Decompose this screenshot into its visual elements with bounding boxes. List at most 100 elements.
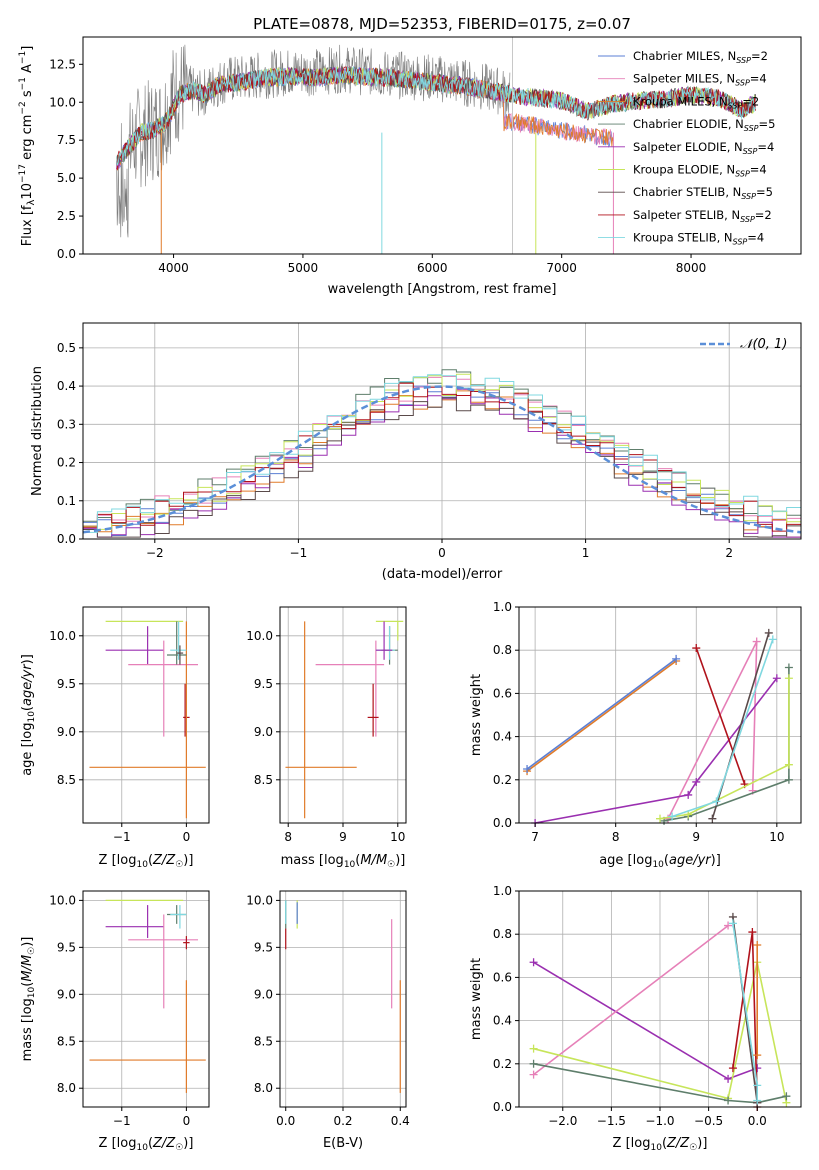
mass-vs-ebv-xtick-label: 0.4 <box>391 1114 410 1128</box>
spectrum-ytick-label: 2.5 <box>57 209 76 223</box>
age-vs-z-ytick-label: 9.0 <box>57 725 76 739</box>
age-vs-z-panel: −1 0 8.5 9.0 9.5 10.0 Z [log10(Z/Z☉)] age [lo… <box>20 606 210 870</box>
legend-label-salpeter_stelib: Salpeter STELIB, NSSP=2 <box>633 208 772 224</box>
mw-marker-kroupa_stelib <box>768 635 777 644</box>
mw-marker-salpeter_elodie <box>684 790 693 799</box>
histogram-xlabel: (data-model)/error <box>382 567 503 582</box>
legend-label-salpeter_miles: Salpeter MILES, NSSP=4 <box>633 72 767 88</box>
massweight-vs-z-ytick-label: 0.4 <box>493 1014 512 1028</box>
residual-histogram-xtick-label: −2 <box>146 546 164 560</box>
mw-marker-kroupa_elodie <box>529 1044 538 1053</box>
mw-line-kroupa_miles <box>526 660 677 772</box>
massweight-vs-z-ytick-label: 0.2 <box>493 1057 512 1071</box>
massweight-vs-age-panel: 7 8 9 10 0.0 0.2 0.4 0.6 0.8 1.0 age [log10(age/y… <box>469 600 802 870</box>
mw-marker-kroupa_elodie <box>784 674 793 683</box>
massweight-vs-age-xlabel: age [log10(age/yr)] <box>599 853 721 870</box>
mw-marker-salpeter_miles <box>724 921 733 930</box>
mw-marker-salpeter_stelib <box>692 644 701 653</box>
mass-vs-ebv-xtick-label: 0.2 <box>333 1114 352 1128</box>
massweight-vs-z-xlabel: Z [log10(Z/Z☉)] <box>613 1136 708 1153</box>
mass-vs-z-panel: −1 0 8.0 8.5 9.0 9.5 10.0 Z [log10(Z/Z☉)] mass… <box>20 890 210 1153</box>
spectrum-axes-frame <box>82 36 802 255</box>
spectrum-xtick-label: 5000 <box>288 261 319 275</box>
histogram-legend: 𝒩(0, 1) <box>700 337 787 352</box>
residual-histogram-ytick-label: 0.2 <box>57 456 76 470</box>
massweight-vs-age-xtick-label: 7 <box>531 830 539 844</box>
mw-marker-kroupa_miles <box>753 941 762 949</box>
mw-marker-chabrier_elodie <box>784 663 793 672</box>
mw-marker-kroupa_stelib <box>753 1096 762 1105</box>
massweight-vs-age-xtick-label: 8 <box>612 830 620 844</box>
model-line-salpeter_stelib <box>116 66 756 171</box>
mw-line-kroupa_elodie <box>533 962 788 1103</box>
age-vs-mass-ytick-label: 10.0 <box>246 629 273 643</box>
massweight-vs-z-xtick-label: −1.0 <box>645 1114 674 1128</box>
mw-marker-kroupa_miles <box>753 1051 762 1060</box>
figure-title: PLATE=0878, MJD=52353, FIBERID=0175, z=0… <box>253 15 631 33</box>
mw-marker-kroupa_elodie <box>784 760 793 769</box>
gauss-curve <box>82 385 802 534</box>
mw-line-salpeter_miles <box>667 641 758 820</box>
age-vs-mass-ytick-label: 9.5 <box>254 677 273 691</box>
mass-vs-ebv-ytick-label: 10.0 <box>246 893 273 907</box>
spectrum-xtick-label: 7000 <box>546 261 577 275</box>
age-vs-mass-xtick-label: 10 <box>390 830 405 844</box>
mass-vs-z-ytick-label: 8.5 <box>57 1034 76 1048</box>
mw-marker-kroupa_stelib <box>668 812 677 821</box>
age-vs-z-axes-frame <box>82 606 210 824</box>
age-vs-mass-xtick-label: 9 <box>339 830 347 844</box>
legend-label-chabrier_stelib: Chabrier STELIB, NSSP=5 <box>633 185 773 201</box>
legend-label-kroupa_miles: Kroupa MILES, NSSP=2 <box>633 94 759 110</box>
age-vs-z-xtick-label: −1 <box>113 830 131 844</box>
age-vs-z-ytick-label: 8.5 <box>57 773 76 787</box>
mass-vs-z-ylabel: mass [log10(M/M☉)] <box>20 937 37 1062</box>
mw-marker-chabrier_miles <box>523 765 532 773</box>
legend-label-kroupa_stelib: Kroupa STELIB, NSSP=4 <box>633 231 764 247</box>
hist-step-kroupa_elodie <box>83 373 801 530</box>
age-vs-z-ylabel: age [log10(age/yr)] <box>20 654 37 776</box>
mw-line-chabrier_miles <box>526 658 677 770</box>
mw-marker-kroupa_stelib <box>712 797 721 806</box>
mw-marker-chabrier_elodie <box>529 1059 538 1068</box>
legend-label-kroupa_elodie: Kroupa ELODIE, NSSP=4 <box>633 163 767 179</box>
age-vs-mass-panel: 8 9 10 8.5 9.0 9.5 10.0 mass [log10(M/M☉)] <box>246 606 407 870</box>
mass-vs-z-ytick-label: 10.0 <box>49 893 76 907</box>
mw-marker-chabrier_stelib <box>708 814 717 823</box>
mw-line-salpeter_miles <box>533 924 729 1076</box>
model-line-kroupa_stelib <box>116 65 756 166</box>
mass-vs-ebv-ytick-label: 9.5 <box>254 940 273 954</box>
mw-line-salpeter_stelib <box>695 647 746 785</box>
massweight-vs-z-ytick-label: 0.0 <box>493 1100 512 1114</box>
residual-histogram-ytick-label: 0.5 <box>57 341 76 355</box>
mw-marker-kroupa_elodie <box>656 814 664 823</box>
histogram-ylabel: Normed distribution <box>30 366 45 496</box>
spectrum-xtick-label: 4000 <box>158 261 189 275</box>
mw-marker-salpeter_elodie <box>724 1074 733 1083</box>
spectrum-ytick-label: 5.0 <box>57 171 76 185</box>
massweight-vs-age-ytick-label: 0.8 <box>493 643 512 657</box>
residual-histogram-ytick-label: 0.4 <box>57 379 76 393</box>
mw-marker-salpeter_elodie <box>529 958 538 967</box>
mass-vs-z-axes-frame <box>82 890 210 1108</box>
massweight-vs-age-ytick-label: 0.2 <box>493 773 512 787</box>
mw-line-kroupa_stelib <box>671 639 774 818</box>
massweight-vs-age-ytick-label: 0.4 <box>493 730 512 744</box>
massweight-vs-z-xtick-label: −2.0 <box>548 1114 577 1128</box>
residual-histogram-xtick-label: −1 <box>290 546 308 560</box>
mw-marker-chabrier_stelib <box>764 628 773 637</box>
mass-vs-ebv-panel: 0.0 0.2 0.4 8.0 8.5 9.0 9.5 10.0 E(B-V) <box>246 890 410 1151</box>
residual-histogram-xtick-label: 2 <box>725 546 733 560</box>
massweight-vs-z-ylabel: mass weight <box>469 958 484 1040</box>
gauss-legend-label: 𝒩(0, 1) <box>740 337 787 352</box>
massweight-vs-z-xtick-label: 0.0 <box>748 1114 767 1128</box>
spectrum-panel: 4000 5000 6000 7000 8000 0.0 2.5 5.0 7.5 10.0 12.5… <box>18 36 802 297</box>
mw-line-salpeter_elodie <box>534 677 778 824</box>
mw-marker-salpeter_miles <box>752 637 761 646</box>
massweight-vs-z-panel: −2.0 −1.5 −1.0 −0.5 0.0 0.0 0.2 0.4 0.6 0.8 1.0 Z … <box>469 884 802 1153</box>
massweight-vs-z-xtick-label: −0.5 <box>694 1114 723 1128</box>
spectrum-legend: Chabrier MILES, NSSP=2 Salpeter MILES, NS… <box>598 49 775 247</box>
massweight-vs-z-ytick-label: 0.6 <box>493 970 512 984</box>
spectrum-lines <box>116 37 756 254</box>
massweight-vs-age-axes-frame <box>518 606 802 824</box>
